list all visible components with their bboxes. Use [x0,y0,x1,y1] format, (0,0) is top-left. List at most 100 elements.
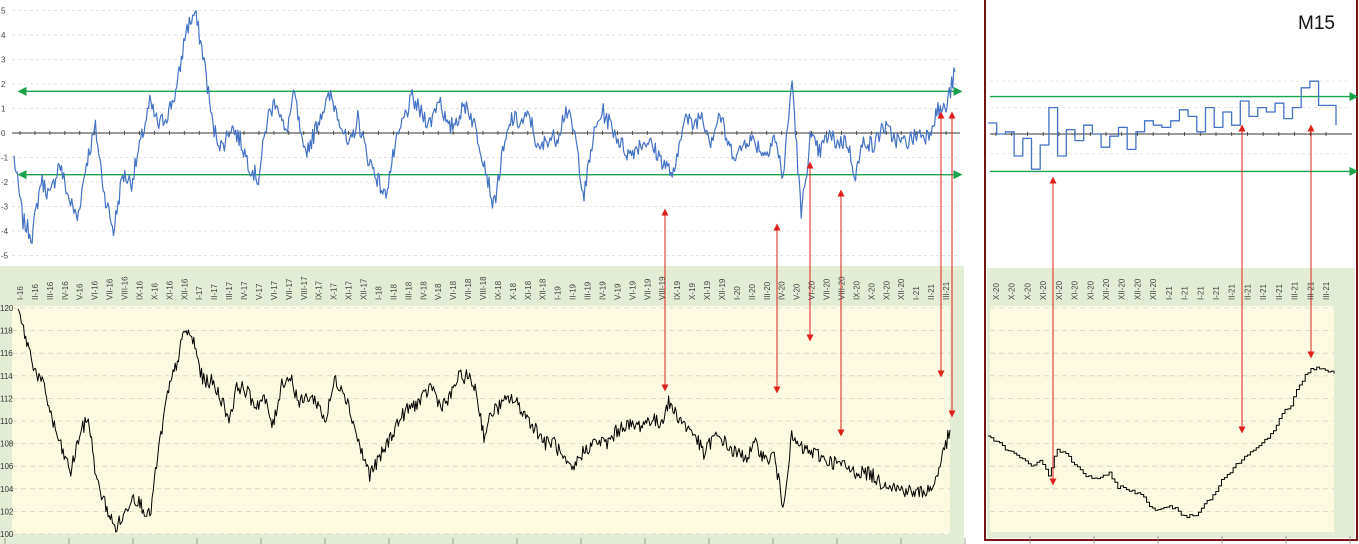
price-ytick-label: 108 [0,440,14,449]
right-month-label: III-21 [1306,281,1315,300]
month-label: VIII-18 [479,276,488,300]
right-month-label: XII-20 [1118,278,1127,300]
month-label: IV-20 [778,281,787,300]
price-ytick-label: 110 [0,417,13,426]
price-ytick-label: 112 [0,394,13,403]
month-label: VI-19 [628,280,637,300]
right-month-label: XII-20 [1149,278,1158,300]
osc-ytick-label: 2 [1,80,6,89]
month-label: X-16 [150,283,159,300]
month-label: IX-20 [852,280,861,300]
month-label: IV-19 [598,281,607,300]
osc-ytick-label: 3 [1,56,6,65]
month-label: V-20 [793,283,802,300]
month-label: I-20 [733,286,742,300]
month-label: III-16 [46,281,55,300]
month-label: I-19 [554,286,563,300]
price-ytick-label: 102 [0,507,14,516]
month-label: VI-17 [270,280,279,300]
right-month-label: I-21 [1181,286,1190,300]
right-month-label: XI-20 [1086,280,1095,300]
month-label: VIII-16 [121,276,130,300]
month-label: VII-18 [464,278,473,300]
month-label: IX-19 [673,280,682,300]
left-price-series [17,308,951,533]
right-month-label: II-21 [1243,283,1252,300]
right-month-label: XI-20 [1071,280,1080,300]
right-price-series [988,366,1335,519]
month-label: XI-20 [882,280,891,300]
month-label: XII-20 [897,278,906,300]
left-oscillator-series [13,10,956,244]
month-label: XI-17 [345,280,354,300]
month-label: VIII-17 [300,276,309,300]
month-label: III-17 [225,281,234,300]
month-label: IX-17 [315,280,324,300]
right-month-label: XII-20 [1133,278,1142,300]
month-label: II-19 [569,283,578,300]
month-label: XI-19 [703,280,712,300]
red-annotation-arrows [661,111,1315,486]
right-month-label: X-20 [992,283,1001,300]
price-ytick-label: 104 [0,485,14,494]
month-label: I-21 [912,286,921,300]
osc-ytick-label: -3 [1,203,9,212]
month-label: IV-17 [240,281,249,300]
right-month-label: III-21 [1322,281,1331,300]
month-label: IX-16 [135,280,144,300]
month-label: V-17 [255,283,264,300]
month-label: VI-16 [91,280,100,300]
month-label: V-19 [613,283,622,300]
price-ytick-label: 106 [0,462,14,471]
osc-ytick-label: 5 [1,7,6,16]
month-label: VI-18 [449,280,458,300]
right-month-label: X-20 [1023,283,1032,300]
month-label: X-20 [867,283,876,300]
month-label: III-21 [942,281,951,300]
price-ytick-label: 120 [0,304,14,313]
right-month-label: I-21 [1212,286,1221,300]
right-month-label: XI-20 [1039,280,1048,300]
data-series [13,10,1337,533]
osc-ytick-label: -2 [1,178,9,187]
axis-labels: 5 4 3 2 1 0 -1 -2 -3 -4 -5 120 118 116 114 112 110 108 106… [0,7,1331,540]
month-label: VII-19 [643,278,652,300]
osc-ytick-label: 4 [1,31,6,40]
osc-ytick-label: 1 [1,105,6,114]
right-month-label: II-21 [1275,283,1284,300]
right-month-label: XII-20 [1102,278,1111,300]
right-month-label: II-21 [1259,283,1268,300]
month-label: X-18 [509,283,518,300]
month-label: III-18 [404,281,413,300]
month-label: XII-16 [180,278,189,300]
month-label: VII-17 [285,278,294,300]
month-label: III-20 [763,281,772,300]
month-label: XII-19 [718,278,727,300]
right-month-label: XI-20 [1055,280,1064,300]
month-label: X-19 [688,283,697,300]
month-label: I-16 [16,286,25,300]
price-ytick-label: 116 [0,349,13,358]
month-label: V-18 [434,283,443,300]
right-oscillator-series [988,80,1337,170]
right-month-label: I-21 [1165,286,1174,300]
osc-ytick-label: -4 [1,227,9,236]
month-label: VIII-19 [658,276,667,300]
month-label: II-21 [927,283,936,300]
osc-ytick-label: 0 [1,129,6,138]
right-month-label: I-21 [1196,286,1205,300]
month-label: I-17 [195,286,204,300]
month-label: VII-20 [823,278,832,300]
osc-ytick-label: -1 [1,154,9,163]
right-month-label: X-20 [1008,283,1017,300]
month-label: VII-16 [106,278,115,300]
osc-ytick-label: -5 [1,252,9,261]
month-label: IV-18 [419,281,428,300]
month-label: II-17 [210,283,219,300]
month-label: III-19 [584,281,593,300]
month-label: IV-16 [61,281,70,300]
month-label: X-17 [330,283,339,300]
month-label: XI-16 [165,280,174,300]
month-label: XI-18 [524,280,533,300]
